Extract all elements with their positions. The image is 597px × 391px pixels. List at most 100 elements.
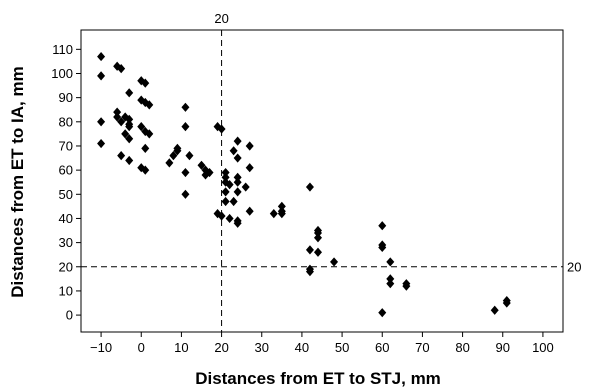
data-point: [125, 155, 134, 166]
data-point: [185, 151, 194, 161]
reference-lines: [81, 30, 563, 332]
x-tick-label: 90: [496, 340, 510, 355]
data-point: [330, 257, 339, 267]
data-point: [181, 122, 190, 132]
data-point: [313, 233, 322, 243]
data-point: [97, 117, 106, 127]
data-point: [386, 257, 395, 267]
data-point: [165, 158, 174, 168]
y-tick-label: 0: [66, 308, 73, 323]
y-tick-label: 70: [59, 138, 73, 153]
data-point: [221, 196, 230, 207]
vertical-reference-label: 20: [214, 11, 228, 26]
data-point: [305, 267, 314, 277]
data-point: [305, 245, 314, 255]
data-point: [277, 209, 286, 219]
data-point: [181, 189, 190, 199]
data-point: [221, 172, 230, 182]
data-point: [378, 242, 387, 253]
y-tick-label: 90: [59, 90, 73, 105]
data-point: [502, 298, 511, 308]
x-tick-label: 20: [214, 340, 228, 355]
x-tick-label: 50: [335, 340, 349, 355]
x-tick-label: 10: [174, 340, 188, 355]
data-point: [97, 71, 106, 81]
data-point: [173, 143, 182, 153]
y-tick-label: 60: [59, 163, 73, 178]
data-point: [313, 228, 322, 238]
data-point: [141, 78, 150, 88]
data-point: [145, 100, 154, 110]
data-point: [169, 151, 178, 161]
x-axis-title: Distances from ET to STJ, mm: [195, 369, 441, 388]
data-point: [125, 134, 134, 144]
data-point: [137, 122, 146, 132]
data-point: [217, 211, 226, 221]
x-tick-label: 60: [375, 340, 389, 355]
data-point: [221, 187, 230, 197]
x-tick-label: 30: [255, 340, 269, 355]
data-point: [305, 182, 314, 192]
data-point: [141, 143, 150, 153]
data-point: [245, 163, 254, 173]
y-tick-label: 10: [59, 283, 73, 298]
data-point: [121, 129, 130, 139]
y-tick-label: 110: [52, 42, 73, 57]
x-tick-label: −10: [90, 340, 112, 355]
data-point: [113, 107, 122, 117]
data-point: [233, 187, 242, 197]
data-point: [233, 218, 242, 228]
data-point: [225, 180, 234, 190]
data-point: [97, 51, 106, 62]
y-tick-label: 20: [59, 259, 73, 274]
x-axis-ticks: −10 0 10 20 30 40 50 60 70 80 90 100: [90, 332, 554, 355]
y-tick-label: 80: [59, 114, 73, 129]
x-tick-label: 40: [295, 340, 309, 355]
data-point: [241, 182, 250, 192]
data-point: [201, 170, 210, 180]
data-point: [125, 114, 134, 124]
y-tick-label: 40: [59, 211, 73, 226]
data-point: [233, 172, 242, 182]
data-point: [117, 151, 126, 161]
data-point: [117, 64, 126, 74]
data-point: [229, 196, 238, 207]
data-point: [113, 112, 122, 122]
data-point: [181, 102, 190, 112]
data-point: [245, 206, 254, 216]
data-point: [221, 167, 230, 178]
data-point: [313, 247, 322, 257]
x-tick-label: 80: [455, 340, 469, 355]
x-tick-label: 70: [415, 340, 429, 355]
x-tick-label: 0: [138, 340, 145, 355]
data-point: [378, 308, 387, 318]
data-point: [197, 160, 206, 170]
y-tick-label: 100: [51, 66, 73, 81]
data-point: [125, 88, 134, 98]
data-point: [229, 146, 238, 156]
data-point: [125, 122, 134, 132]
y-tick-label: 50: [59, 187, 73, 202]
data-point: [233, 177, 242, 187]
data-point: [245, 141, 254, 151]
horizontal-reference-label: 20: [567, 259, 581, 274]
data-point: [217, 124, 226, 134]
data-point: [269, 209, 278, 219]
data-point: [181, 167, 190, 178]
data-point: [117, 117, 126, 127]
data-point: [121, 112, 130, 122]
data-point: [233, 153, 242, 163]
x-tick-label: 100: [532, 340, 554, 355]
data-point: [97, 138, 106, 149]
plot-frame: [80, 29, 564, 333]
data-point: [402, 281, 411, 291]
y-tick-label: 30: [59, 235, 73, 250]
data-point: [386, 274, 395, 284]
y-axis-title: Distances from ET to IA, mm: [8, 66, 27, 297]
data-point: [225, 213, 234, 224]
y-axis-ticks: 0 10 20 30 40 50 60 70 80 90 100 110: [51, 42, 81, 323]
data-point: [490, 305, 499, 315]
